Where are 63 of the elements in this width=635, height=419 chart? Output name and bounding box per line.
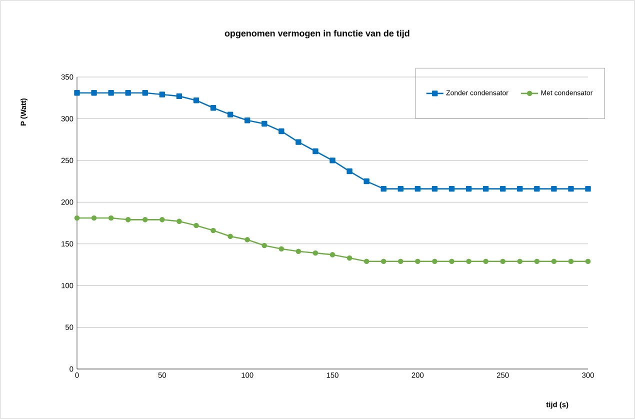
point bbox=[585, 258, 591, 264]
point bbox=[74, 215, 80, 221]
chart-title: opgenomen vermogen in functie van de tijd bbox=[224, 30, 410, 38]
point bbox=[193, 98, 200, 104]
point bbox=[449, 258, 454, 264]
point bbox=[534, 186, 540, 192]
point bbox=[534, 258, 540, 264]
point bbox=[244, 118, 250, 124]
point bbox=[398, 258, 404, 264]
point bbox=[585, 186, 591, 192]
point bbox=[262, 242, 268, 248]
point bbox=[432, 258, 438, 264]
point bbox=[380, 186, 386, 192]
point bbox=[483, 258, 488, 264]
point bbox=[228, 234, 233, 239]
point bbox=[74, 90, 80, 96]
point bbox=[466, 258, 472, 264]
point bbox=[278, 246, 284, 252]
point bbox=[227, 112, 234, 118]
point bbox=[296, 248, 302, 254]
point bbox=[296, 139, 302, 145]
point bbox=[330, 252, 336, 258]
point bbox=[414, 186, 421, 192]
point bbox=[330, 158, 336, 164]
point bbox=[244, 237, 250, 242]
point bbox=[346, 255, 352, 261]
point bbox=[517, 186, 523, 192]
point bbox=[194, 222, 199, 228]
point bbox=[176, 218, 182, 224]
point bbox=[312, 250, 318, 256]
point bbox=[551, 186, 557, 192]
point bbox=[210, 105, 216, 111]
point bbox=[482, 186, 489, 192]
point bbox=[415, 258, 420, 264]
point bbox=[312, 148, 318, 154]
point bbox=[517, 258, 523, 264]
point bbox=[346, 168, 352, 174]
point bbox=[262, 120, 268, 127]
point bbox=[380, 258, 386, 264]
point bbox=[159, 92, 166, 98]
point bbox=[91, 215, 97, 221]
point bbox=[500, 258, 506, 264]
point bbox=[568, 258, 574, 264]
point bbox=[432, 186, 438, 192]
point bbox=[160, 217, 165, 222]
point bbox=[176, 93, 182, 100]
point bbox=[125, 90, 131, 96]
point bbox=[278, 128, 284, 134]
point bbox=[364, 178, 370, 184]
point bbox=[142, 217, 148, 222]
point bbox=[125, 217, 131, 222]
point bbox=[500, 186, 506, 192]
point bbox=[142, 90, 148, 96]
point bbox=[448, 186, 455, 192]
point bbox=[466, 186, 472, 192]
point bbox=[568, 186, 574, 192]
point bbox=[108, 215, 114, 221]
point bbox=[91, 90, 97, 96]
point bbox=[364, 258, 370, 264]
point bbox=[398, 186, 404, 192]
point bbox=[210, 228, 216, 234]
point bbox=[108, 90, 114, 96]
point bbox=[551, 258, 557, 264]
